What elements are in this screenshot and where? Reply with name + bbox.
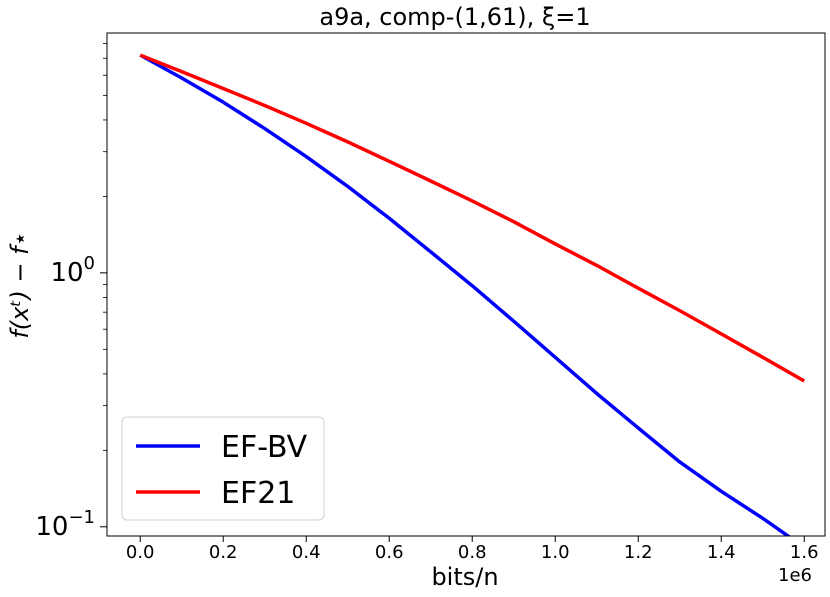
x-tick-label: 1.2 <box>624 542 653 563</box>
x-axis-label: bits/n <box>431 563 498 591</box>
series-line-ef21 <box>139 53 806 383</box>
x-tick-label: 1.4 <box>707 542 736 563</box>
x-tick-label: 0.6 <box>375 542 404 563</box>
y-tick-label-exponent: −1 <box>68 507 95 528</box>
legend-label-ef-bv: EF-BV <box>221 430 308 465</box>
x-tick-label: 0.4 <box>292 542 321 563</box>
y-tick-label: 10−1 <box>35 507 95 542</box>
x-tick-label: 1.0 <box>541 542 570 563</box>
x-tick-label: 0.8 <box>458 542 487 563</box>
y-tick-label-base: 10 <box>50 258 83 288</box>
y-axis-label: f(xᵗ) − f⋆ <box>6 231 34 338</box>
legend-box <box>121 416 325 521</box>
plot-area <box>139 53 806 536</box>
series-line-ef-bv <box>139 53 792 536</box>
x-axis-offset-label: 1e6 <box>778 565 812 586</box>
x-tick-label: 0.2 <box>209 542 238 563</box>
chart-title: a9a, comp-(1,61), ξ=1 <box>319 3 590 31</box>
y-tick-label-base: 10 <box>35 512 68 542</box>
x-tick-label: 0.0 <box>126 542 155 563</box>
legend: EF-BV EF21 <box>121 416 325 521</box>
legend-label-ef21: EF21 <box>221 476 295 511</box>
y-tick-label-exponent: 0 <box>84 253 95 274</box>
y-tick-label: 100 <box>50 253 95 288</box>
x-tick-label: 1.6 <box>790 542 819 563</box>
